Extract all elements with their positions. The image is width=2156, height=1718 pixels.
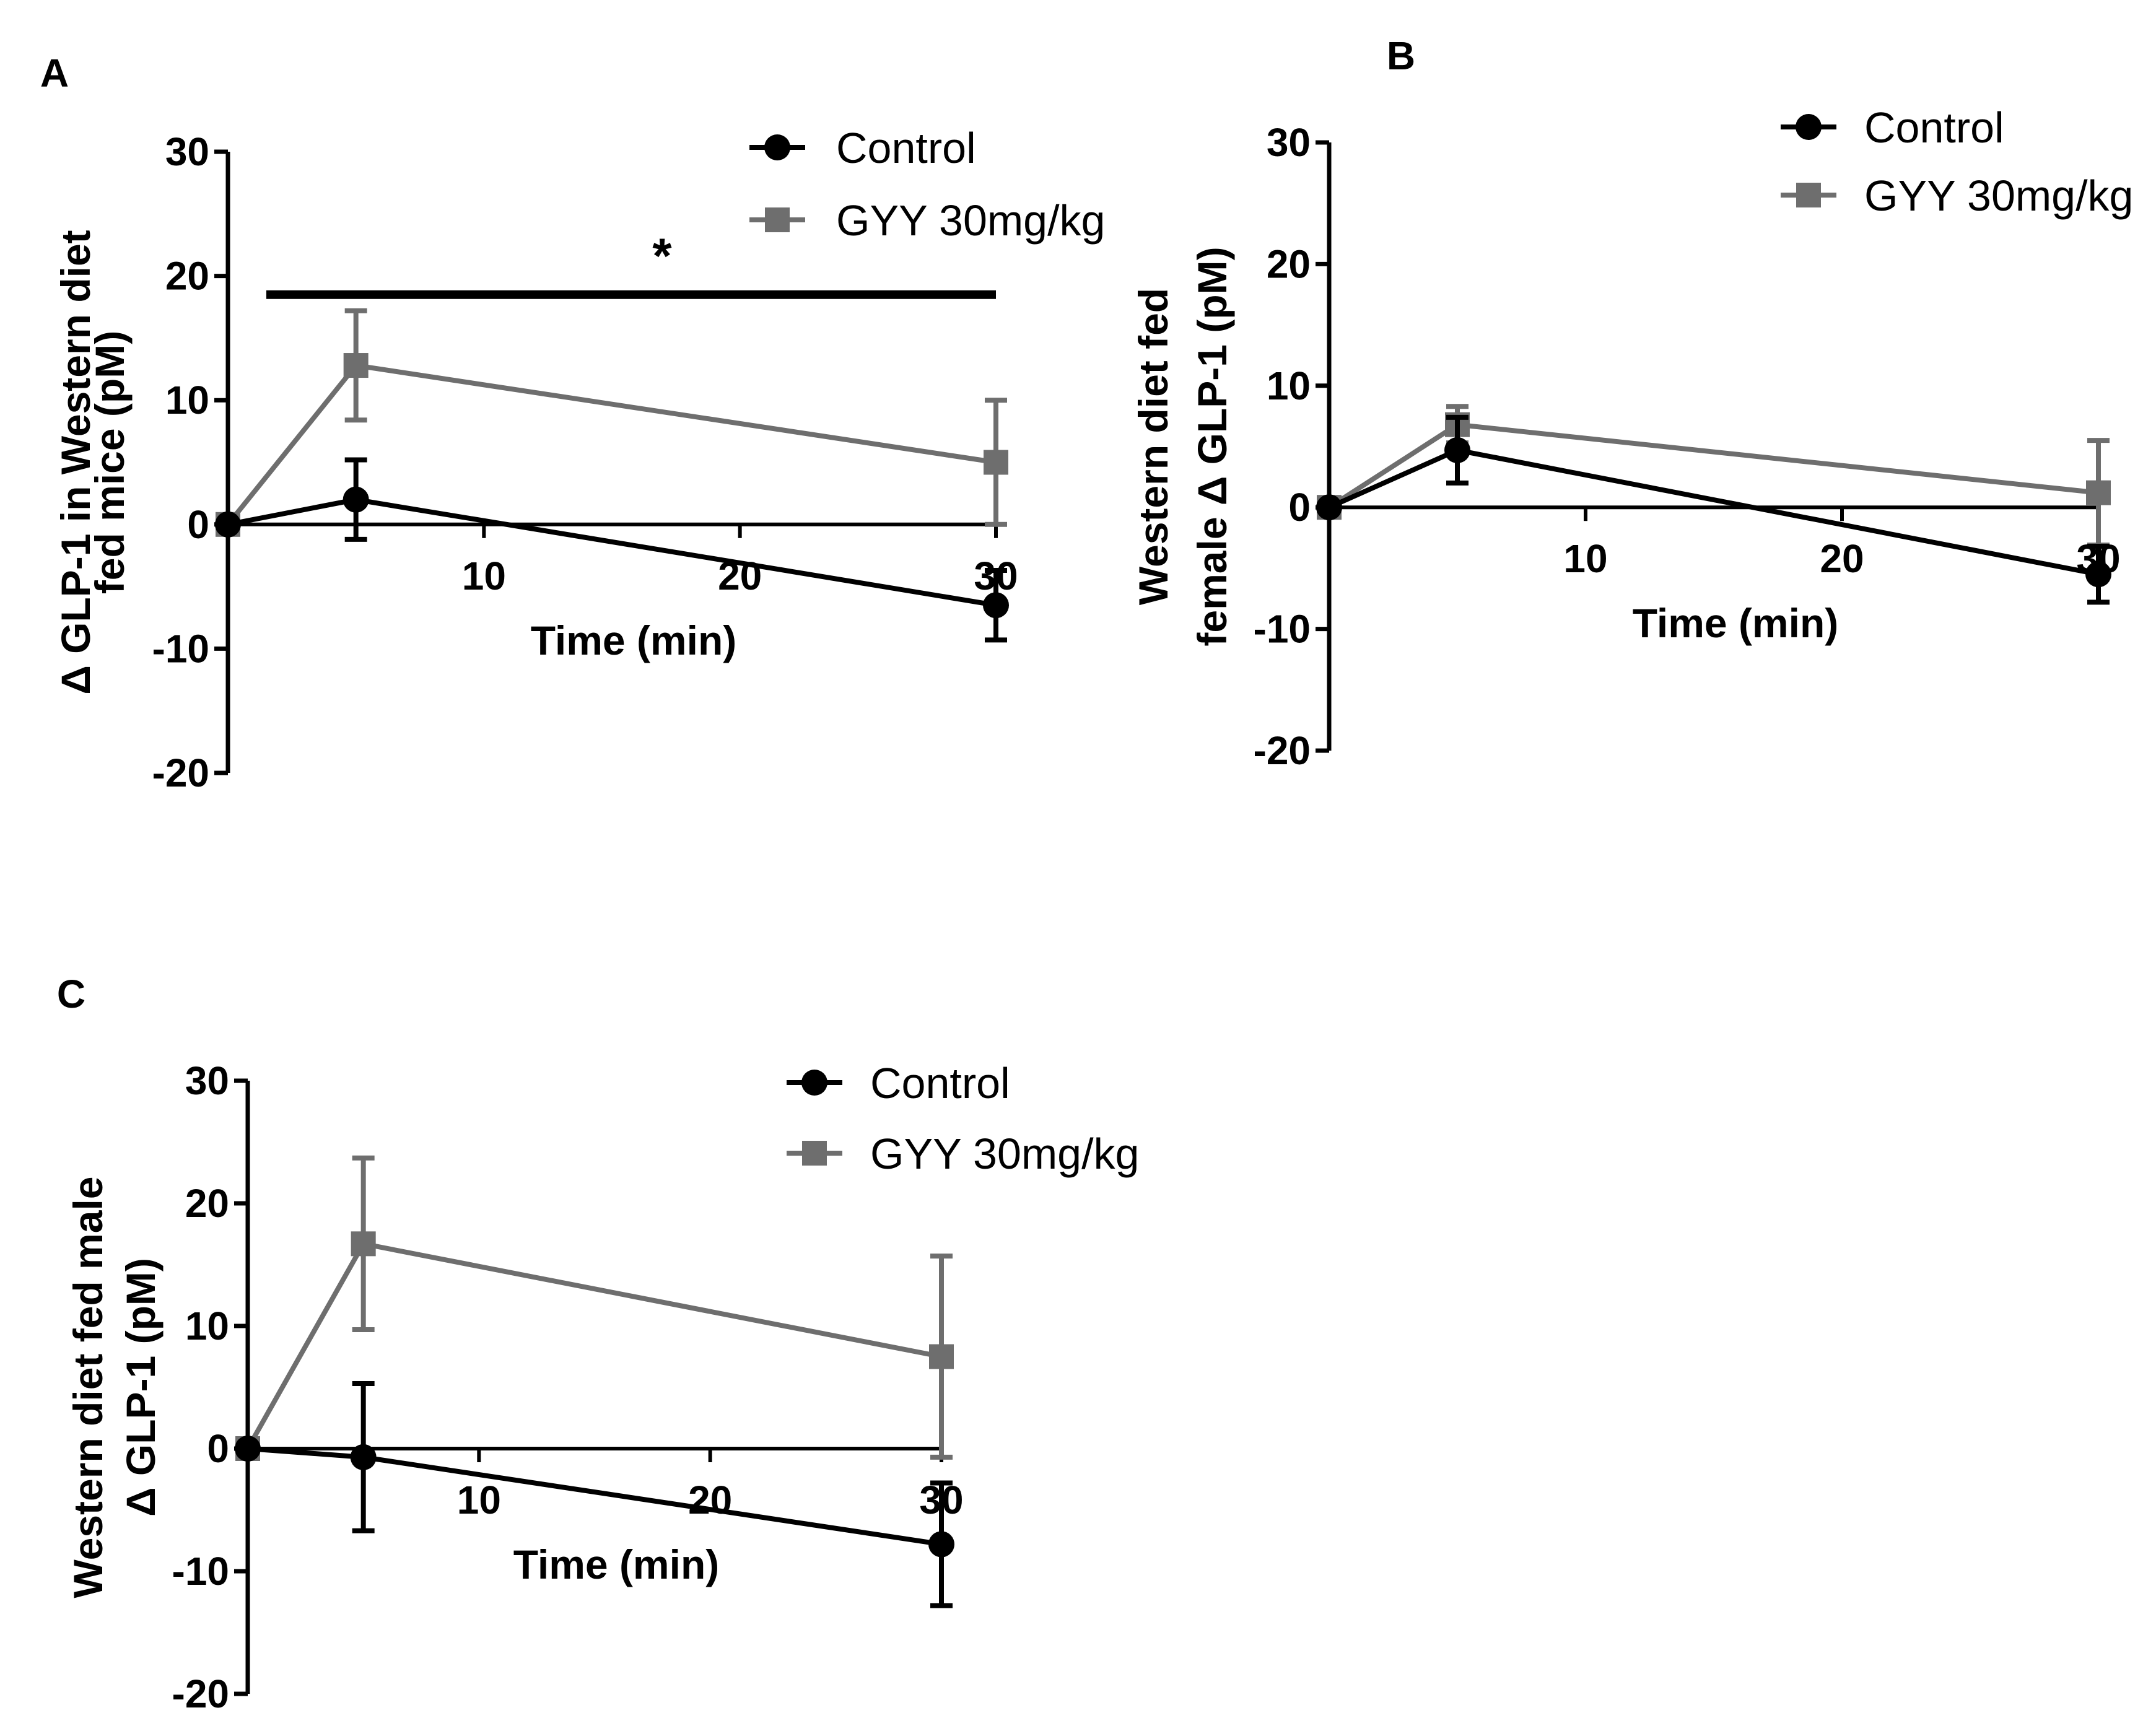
- y-tick-label: 30: [185, 1058, 229, 1103]
- data-point: [929, 1344, 954, 1369]
- series-line: [1328, 447, 2099, 577]
- data-point: [235, 1436, 261, 1462]
- y-tick-label: 10: [1267, 364, 1311, 408]
- data-point: [215, 511, 241, 538]
- data-point: [928, 1531, 954, 1558]
- x-tick-label: 20: [1820, 536, 1864, 581]
- significance-marker: *: [652, 229, 672, 284]
- panel-letter: B: [1387, 33, 1415, 78]
- y-tick-label: -20: [152, 751, 210, 795]
- data-point: [983, 592, 1009, 619]
- y-tick-label: -10: [152, 626, 210, 671]
- series-control: [215, 457, 1009, 643]
- panel-letter: C: [57, 972, 85, 1016]
- legend-marker: [765, 207, 790, 232]
- y-tick-label: 0: [1288, 485, 1311, 530]
- y-tick-label: 30: [1267, 120, 1311, 165]
- legend-label: GYY 30mg/kg: [1864, 172, 2134, 220]
- y-tick-label: 30: [165, 129, 209, 174]
- y-tick-label: 10: [185, 1304, 229, 1348]
- series-control: [235, 1381, 954, 1608]
- y-axis-title: female Δ GLP-1 (pM): [1189, 246, 1235, 646]
- legend: Control GYY 30mg/kg: [749, 124, 1106, 245]
- legend: Control GYY 30mg/kg: [787, 1059, 1140, 1178]
- y-tick-label: 20: [1267, 242, 1311, 286]
- legend-label: Control: [836, 124, 976, 172]
- data-point: [1444, 437, 1470, 463]
- y-tick-label: 20: [185, 1181, 229, 1226]
- y-axis-title: Western diet fed: [1130, 288, 1176, 605]
- data-point: [1316, 494, 1342, 521]
- x-axis-title: Time (min): [531, 617, 736, 663]
- y-tick-label: -10: [172, 1549, 230, 1594]
- y-tick-label: 0: [187, 502, 209, 547]
- y-tick-label: 20: [165, 254, 209, 299]
- legend-label: GYY 30mg/kg: [836, 196, 1106, 245]
- y-axis-title: Western diet fed male: [65, 1177, 111, 1598]
- series-gyy: [1317, 404, 2111, 548]
- data-point: [984, 450, 1008, 475]
- x-tick-label: 10: [1563, 536, 1607, 581]
- x-tick-label: 10: [457, 1478, 501, 1522]
- legend-marker: [802, 1141, 827, 1166]
- legend: Control GYY 30mg/kg: [1781, 103, 2134, 220]
- data-point: [2086, 480, 2111, 505]
- y-axis-title: Δ GLP-1 in Western diet: [53, 230, 98, 694]
- y-tick-label: -10: [1254, 607, 1311, 652]
- y-tick-label: -20: [1254, 728, 1311, 773]
- y-axis-title: fed mice (pM): [87, 331, 133, 594]
- series-line: [227, 497, 997, 608]
- legend-marker: [1796, 183, 1821, 207]
- y-axis-title: Δ GLP-1 (pM): [118, 1258, 164, 1517]
- y-tick-label: 10: [165, 378, 209, 422]
- legend-marker: [801, 1070, 827, 1096]
- series-line: [245, 1241, 942, 1450]
- legend-marker: [1796, 114, 1822, 140]
- data-point: [343, 486, 369, 513]
- series-gyy: [235, 1155, 954, 1461]
- legend-marker: [764, 134, 790, 160]
- series-control: [1316, 414, 2111, 605]
- legend-label: Control: [870, 1059, 1010, 1107]
- y-tick-label: 0: [207, 1426, 229, 1471]
- data-point: [343, 353, 369, 378]
- data-point: [350, 1444, 377, 1470]
- data-point: [351, 1231, 376, 1257]
- data-point: [2085, 561, 2111, 588]
- panel-letter: A: [40, 51, 69, 95]
- legend-label: Control: [1864, 103, 2004, 152]
- x-tick-label: 10: [462, 554, 506, 598]
- series-line: [1327, 422, 2099, 510]
- y-tick-label: -20: [172, 1672, 230, 1716]
- x-axis-title: Time (min): [1633, 600, 1838, 646]
- x-axis-title: Time (min): [513, 1541, 719, 1587]
- legend-label: GYY 30mg/kg: [870, 1130, 1140, 1178]
- x-tick-label: 20: [688, 1478, 732, 1522]
